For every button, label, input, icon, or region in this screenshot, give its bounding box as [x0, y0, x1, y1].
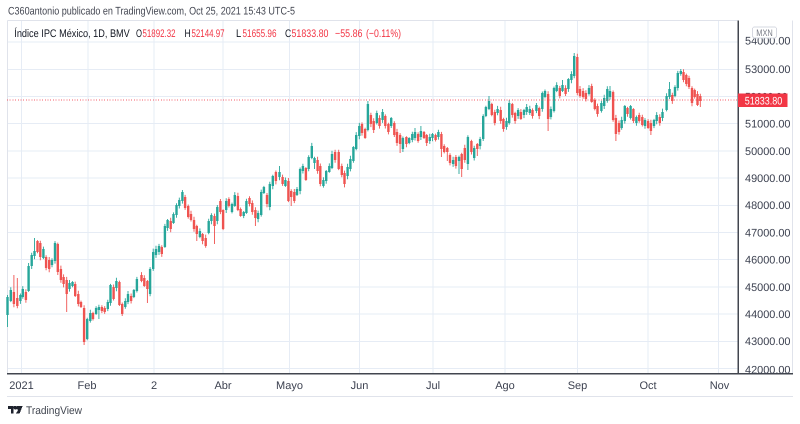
svg-text:50000.00: 50000.00: [745, 146, 791, 158]
svg-text:−55.86: −55.86: [335, 28, 363, 40]
svg-text:45000.00: 45000.00: [745, 282, 791, 294]
svg-text:48000.00: 48000.00: [745, 200, 791, 212]
svg-text:46000.00: 46000.00: [745, 255, 791, 267]
svg-text:2: 2: [151, 380, 157, 392]
svg-text:MXN: MXN: [756, 28, 773, 39]
svg-text:C360antonio publicado en Tradi: C360antonio publicado en TradingView.com…: [8, 5, 295, 17]
svg-text:2021: 2021: [9, 380, 33, 392]
svg-text:53000.00: 53000.00: [745, 64, 791, 76]
svg-text:Jun: Jun: [351, 380, 369, 392]
svg-text:51833.80: 51833.80: [292, 28, 329, 40]
svg-text:O: O: [136, 28, 142, 40]
svg-text:54000.00: 54000.00: [745, 36, 791, 48]
svg-text:Nov: Nov: [710, 380, 730, 392]
svg-text:47000.00: 47000.00: [745, 227, 791, 239]
svg-text:44000.00: 44000.00: [745, 309, 791, 321]
svg-text:(−0.11%): (−0.11%): [366, 28, 401, 40]
svg-text:51892.32: 51892.32: [143, 28, 176, 40]
svg-text:Jul: Jul: [426, 380, 440, 392]
svg-text:H: H: [185, 28, 191, 40]
svg-text:C: C: [285, 28, 291, 40]
svg-text:Oct: Oct: [639, 380, 656, 392]
svg-text:51655.96: 51655.96: [243, 28, 277, 40]
svg-text:49000.00: 49000.00: [745, 173, 791, 185]
svg-text:51000.00: 51000.00: [745, 119, 791, 131]
svg-text:51833.80: 51833.80: [745, 96, 783, 108]
svg-text:Feb: Feb: [78, 380, 97, 392]
svg-text:52144.97: 52144.97: [192, 28, 225, 40]
svg-text:Índice IPC México, 1D, BMV: Índice IPC México, 1D, BMV: [14, 27, 130, 40]
svg-text:Sep: Sep: [568, 380, 588, 392]
svg-text:43000.00: 43000.00: [745, 336, 791, 348]
svg-text:L: L: [236, 28, 241, 40]
svg-text:Mayo: Mayo: [276, 380, 303, 392]
svg-text:42000.00: 42000.00: [745, 364, 791, 376]
svg-text:TradingView: TradingView: [26, 405, 82, 417]
svg-text:Abr: Abr: [214, 380, 231, 392]
svg-text:Ago: Ago: [495, 380, 515, 392]
